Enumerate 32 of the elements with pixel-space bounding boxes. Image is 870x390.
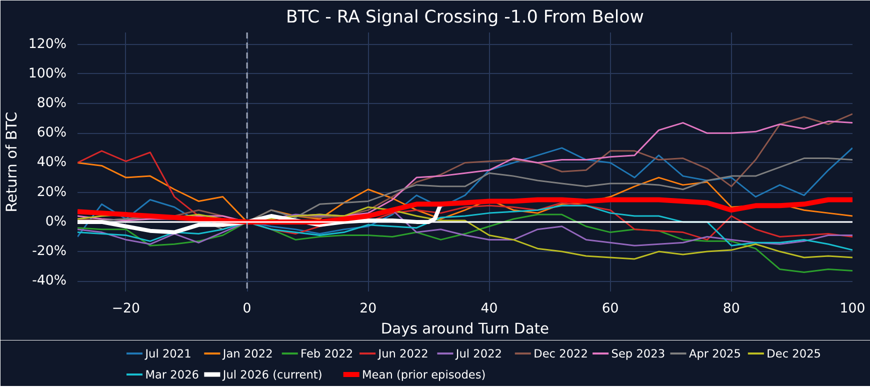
legend-label: Apr 2025 (688, 346, 741, 360)
y-tick-label: 100% (28, 66, 67, 82)
y-tick-label: 120% (28, 36, 67, 52)
x-axis-title: Days around Turn Date (380, 320, 550, 338)
y-tick-label: 80% (36, 96, 66, 112)
legend-label: Mar 2026 (145, 368, 200, 382)
x-tick-label: 100 (840, 302, 866, 316)
legend-label: Jan 2022 (222, 346, 273, 360)
legend-label: Jul 2021 (144, 346, 192, 360)
x-tick-label: 60 (602, 302, 619, 316)
legend-label: Jul 2026 (current) (222, 368, 322, 382)
legend-label: Dec 2025 (766, 346, 821, 360)
x-tick-label: 40 (480, 302, 498, 316)
legend-label: Feb 2022 (300, 346, 354, 360)
x-tick-label: 80 (722, 302, 740, 316)
y-tick-label: -20% (32, 244, 67, 260)
line-series (78, 214, 852, 274)
x-tick-label: 20 (360, 302, 377, 316)
y-axis-title: Return of BTC (3, 112, 20, 212)
y-tick-label: 60% (36, 126, 66, 141)
y-tick-label: 20% (36, 184, 66, 200)
y-tick-label: -40% (32, 274, 67, 289)
chart-title: BTC - RA Signal Crossing -1.0 From Below (286, 8, 644, 28)
legend-label: Dec 2022 (534, 346, 588, 360)
y-tick-label: 40% (36, 155, 66, 170)
legend-label: Jun 2022 (377, 346, 428, 360)
legend-label: Jul 2022 (454, 346, 502, 360)
legend-label: Sep 2023 (611, 346, 666, 360)
x-tick-label: 0 (242, 302, 252, 316)
x-tick-label: −20 (112, 302, 140, 316)
legend-label: Mean (prior episodes) (362, 368, 486, 382)
y-tick-label: 0% (45, 214, 67, 230)
